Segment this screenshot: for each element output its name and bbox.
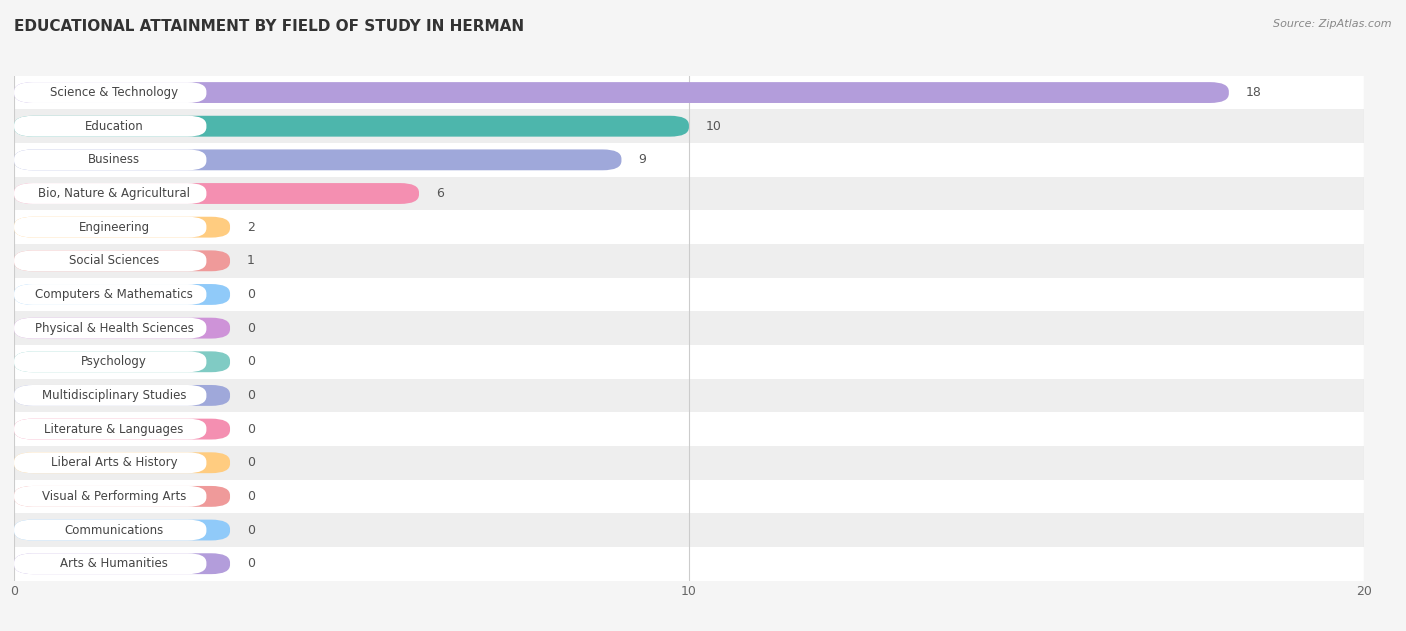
Text: Visual & Performing Arts: Visual & Performing Arts [42,490,186,503]
Text: Bio, Nature & Agricultural: Bio, Nature & Agricultural [38,187,190,200]
Text: Business: Business [89,153,141,167]
FancyBboxPatch shape [14,418,207,440]
FancyBboxPatch shape [14,284,231,305]
Text: 0: 0 [247,322,254,334]
Bar [14,513,1364,547]
FancyBboxPatch shape [14,385,207,406]
Text: 1: 1 [247,254,254,268]
Text: 0: 0 [247,423,254,435]
Text: Science & Technology: Science & Technology [51,86,179,99]
FancyBboxPatch shape [14,519,207,541]
FancyBboxPatch shape [14,317,231,339]
Text: 0: 0 [247,557,254,570]
Bar [14,345,1364,379]
Bar [14,109,1364,143]
Text: Physical & Health Sciences: Physical & Health Sciences [35,322,194,334]
FancyBboxPatch shape [14,150,621,170]
Bar [14,379,1364,412]
Text: Engineering: Engineering [79,221,149,233]
Bar [14,244,1364,278]
FancyBboxPatch shape [14,385,231,406]
Text: 0: 0 [247,288,254,301]
FancyBboxPatch shape [14,150,207,170]
Bar [14,446,1364,480]
Text: 0: 0 [247,355,254,369]
FancyBboxPatch shape [14,82,1229,103]
Text: 9: 9 [638,153,647,167]
FancyBboxPatch shape [14,317,207,339]
Text: EDUCATIONAL ATTAINMENT BY FIELD OF STUDY IN HERMAN: EDUCATIONAL ATTAINMENT BY FIELD OF STUDY… [14,19,524,34]
FancyBboxPatch shape [14,418,231,440]
Text: Computers & Mathematics: Computers & Mathematics [35,288,193,301]
Text: 10: 10 [706,120,721,133]
FancyBboxPatch shape [14,115,689,137]
FancyBboxPatch shape [14,284,207,305]
FancyBboxPatch shape [14,82,207,103]
FancyBboxPatch shape [14,351,207,372]
FancyBboxPatch shape [14,553,207,574]
Bar [14,76,1364,109]
Bar [14,278,1364,311]
FancyBboxPatch shape [14,486,231,507]
Text: Communications: Communications [65,524,163,536]
Text: Education: Education [84,120,143,133]
Bar [14,480,1364,513]
Bar [14,210,1364,244]
Text: 6: 6 [436,187,444,200]
Bar [14,547,1364,581]
FancyBboxPatch shape [14,216,231,238]
Text: Psychology: Psychology [82,355,148,369]
FancyBboxPatch shape [14,216,207,238]
FancyBboxPatch shape [14,452,231,473]
Text: 0: 0 [247,389,254,402]
FancyBboxPatch shape [14,251,231,271]
FancyBboxPatch shape [14,351,231,372]
FancyBboxPatch shape [14,251,207,271]
Text: Literature & Languages: Literature & Languages [45,423,184,435]
Text: 18: 18 [1246,86,1261,99]
FancyBboxPatch shape [14,183,207,204]
Bar [14,177,1364,210]
Text: Multidisciplinary Studies: Multidisciplinary Studies [42,389,187,402]
Bar [14,412,1364,446]
Text: 2: 2 [247,221,254,233]
Bar [14,143,1364,177]
FancyBboxPatch shape [14,115,207,137]
Text: Social Sciences: Social Sciences [69,254,159,268]
Text: 0: 0 [247,490,254,503]
Text: 0: 0 [247,524,254,536]
Text: Source: ZipAtlas.com: Source: ZipAtlas.com [1274,19,1392,29]
Text: 0: 0 [247,456,254,469]
FancyBboxPatch shape [14,183,419,204]
Text: Arts & Humanities: Arts & Humanities [60,557,167,570]
Bar [14,311,1364,345]
FancyBboxPatch shape [14,519,231,541]
Text: Liberal Arts & History: Liberal Arts & History [51,456,177,469]
FancyBboxPatch shape [14,553,231,574]
FancyBboxPatch shape [14,486,207,507]
FancyBboxPatch shape [14,452,207,473]
